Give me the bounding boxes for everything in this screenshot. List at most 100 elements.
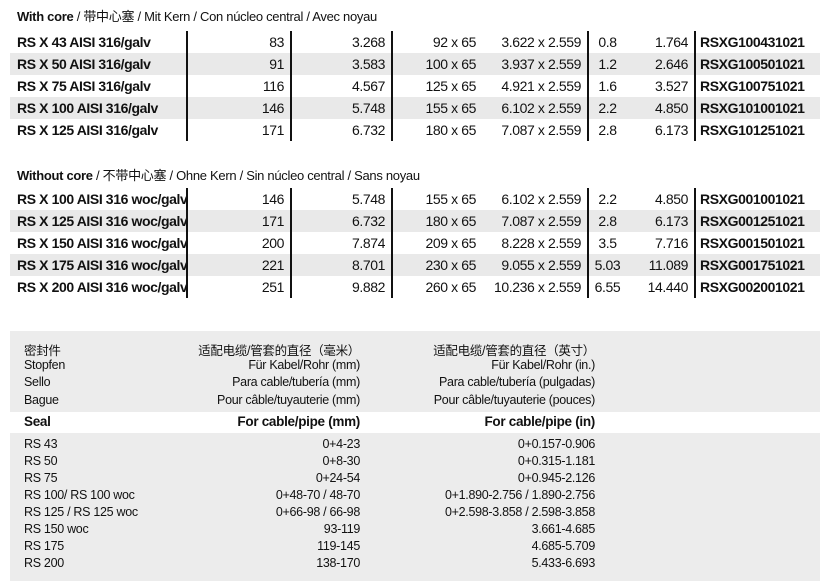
table-cell: 180 x 65 bbox=[425, 122, 476, 138]
table-cell: 6.732 bbox=[291, 210, 393, 232]
table-cell: 100 x 65 bbox=[392, 53, 482, 75]
seal-cell: Sello bbox=[24, 375, 51, 389]
seal-row: RS 125 / RS 125 woc 0+66-98 / 66-98 0+2.59… bbox=[10, 505, 820, 522]
table-cell: 3.937 x 2.559 bbox=[482, 53, 589, 75]
table-cell: 7.087 x 2.559 bbox=[482, 119, 589, 141]
product-name: RS X 100 AISI 316 woc/galv bbox=[10, 188, 188, 210]
seal-cell: RS 50 bbox=[24, 454, 58, 468]
table-cell: 6.173 bbox=[626, 119, 696, 141]
table-cell: 8.701 bbox=[291, 254, 393, 276]
table-cell: 9.882 bbox=[291, 276, 393, 298]
table-cell: 3.5 bbox=[598, 235, 617, 251]
seal-cell: 0+4-23 bbox=[322, 437, 361, 451]
table-cell: 251 bbox=[187, 276, 292, 298]
table-cell: 116 bbox=[187, 75, 292, 97]
table-cell: 7.874 bbox=[291, 232, 393, 254]
table-row: RS X 75 AISI 316/galv 116 4.567 125 x 65 4.9… bbox=[10, 75, 820, 97]
seal-cell: 119-145 bbox=[317, 539, 360, 553]
seal-cell: RS 125 / RS 125 woc bbox=[24, 505, 138, 519]
product-name: RS X 200 AISI 316 woc/galv bbox=[10, 276, 188, 298]
seal-cell: 适配电缆/管套的直径（毫米） bbox=[198, 344, 360, 358]
table-cell: 209 x 65 bbox=[425, 235, 476, 251]
seal-row: 密封件 适配电缆/管套的直径（毫米） 适配电缆/管套的直径（英寸） bbox=[10, 340, 820, 358]
seal-row: Bague Pour câble/tuyauterie (mm) Pour câbl… bbox=[10, 393, 820, 410]
table-row: RS X 43 AISI 316/galv 83 3.268 92 x 65 3.622… bbox=[10, 31, 820, 53]
seal-cell: 0+66-98 / 66-98 bbox=[275, 505, 360, 519]
seal-row: RS 50 0+8-30 0+0.315-1.181 bbox=[10, 454, 820, 471]
table-cell: 171 bbox=[187, 119, 292, 141]
table-row: RS X 125 AISI 316/galv 171 6.732 180 x 65 7.… bbox=[10, 119, 820, 141]
seal-cell: Für Kabel/Rohr (mm) bbox=[248, 357, 360, 372]
seal-cell: 0+0.315-1.181 bbox=[517, 454, 595, 468]
table-row: RS X 100 AISI 316 woc/galv 146 5.748 155 x … bbox=[10, 188, 820, 210]
seal-cell: RS 75 bbox=[24, 471, 58, 485]
table-cell: 3.583 bbox=[291, 53, 393, 75]
article-number: RSXG100751021 bbox=[700, 78, 805, 94]
article-number: RSXG001751021 bbox=[695, 254, 820, 276]
seal-cell: RS 175 bbox=[24, 539, 64, 553]
seal-cell: For cable/pipe (mm) bbox=[237, 414, 360, 429]
table-cell: 6.173 bbox=[626, 210, 696, 232]
title-bold: Without core bbox=[17, 168, 93, 183]
table-row: RS X 200 AISI 316 woc/galv 251 9.882 260 x … bbox=[10, 276, 820, 298]
table-cell: 146 bbox=[187, 97, 292, 119]
table-cell: 10.236 x 2.559 bbox=[482, 276, 589, 298]
table-cell: 2.8 bbox=[598, 122, 617, 138]
table-cell: 4.921 x 2.559 bbox=[482, 75, 589, 97]
table-cell: 171 bbox=[187, 210, 292, 232]
seal-cell: Seal bbox=[24, 414, 51, 429]
table-cell: 221 bbox=[187, 254, 292, 276]
table-cell: 200 bbox=[187, 232, 292, 254]
product-name: RS X 125 AISI 316 woc/galv bbox=[10, 210, 188, 232]
table-cell: 155 x 65 bbox=[392, 97, 482, 119]
table-cell: 5.748 bbox=[291, 188, 393, 210]
table-row: RS X 100 AISI 316/galv 146 5.748 155 x 65 6.… bbox=[10, 97, 820, 119]
seal-cell: Para cable/tubería (mm) bbox=[232, 375, 360, 389]
table-cell: 7.716 bbox=[626, 232, 696, 254]
table-cell: 125 x 65 bbox=[425, 78, 476, 94]
table-cell: 9.055 x 2.559 bbox=[482, 254, 589, 276]
seal-cell: 0+0.157-0.906 bbox=[517, 437, 595, 451]
product-name: RS X 75 AISI 316/galv bbox=[10, 75, 188, 97]
seal-row: RS 175 119-145 4.685-5.709 bbox=[10, 539, 820, 556]
table-cell: 5.748 bbox=[291, 97, 393, 119]
title-rest: / 不带中心塞 / Ohne Kern / Sin núcleo central… bbox=[92, 168, 420, 183]
table-cell: 83 bbox=[187, 31, 292, 53]
article-number: RSXG001001021 bbox=[700, 191, 805, 207]
with-core-title: With core / 带中心塞 / Mit Kern / Con núcleo… bbox=[17, 6, 377, 25]
seal-cell: 密封件 bbox=[24, 344, 61, 358]
seal-table: 密封件 适配电缆/管套的直径（毫米） 适配电缆/管套的直径（英寸） Stopfen Fü… bbox=[10, 331, 820, 581]
product-name: RS X 175 AISI 316 woc/galv bbox=[10, 254, 188, 276]
article-number: RSXG001501021 bbox=[700, 235, 805, 251]
table-cell: 11.089 bbox=[626, 254, 696, 276]
table-cell: 146 bbox=[187, 188, 292, 210]
seal-row: RS 43 0+4-23 0+0.157-0.906 bbox=[10, 437, 820, 454]
seal-cell: RS 100/ RS 100 woc bbox=[24, 488, 135, 502]
table-cell: 2.2 bbox=[588, 97, 626, 119]
title-bold: With core bbox=[17, 9, 74, 24]
product-name: RS X 50 AISI 316/galv bbox=[10, 53, 188, 75]
table-cell: 1.764 bbox=[626, 31, 696, 53]
table-cell: 260 x 65 bbox=[425, 279, 476, 295]
table-cell: 91 bbox=[187, 53, 292, 75]
seal-cell: 0+24-54 bbox=[315, 471, 360, 485]
table-cell: 4.850 bbox=[626, 188, 696, 210]
seal-row: RS 200 138-170 5.433-6.693 bbox=[10, 556, 820, 573]
table-cell: 2.8 bbox=[588, 210, 626, 232]
with-core-table: RS X 43 AISI 316/galv 83 3.268 92 x 65 3.622… bbox=[10, 31, 820, 141]
table-cell: 2.2 bbox=[598, 191, 617, 207]
table-cell: 6.102 x 2.559 bbox=[482, 188, 589, 210]
table-cell: 92 x 65 bbox=[432, 34, 477, 50]
seal-cell: 3.661-4.685 bbox=[531, 522, 596, 536]
seal-cell: 0+48-70 / 48-70 bbox=[275, 488, 360, 502]
seal-cell: 0+8-30 bbox=[322, 454, 361, 468]
article-number: RSXG002001021 bbox=[700, 279, 805, 295]
seal-cell: Stopfen bbox=[24, 357, 65, 372]
article-number: RSXG001251021 bbox=[695, 210, 820, 232]
seal-cell: RS 43 bbox=[24, 437, 58, 451]
table-cell: 3.622 x 2.559 bbox=[482, 31, 589, 53]
seal-cell: 0+2.598-3.858 / 2.598-3.858 bbox=[444, 505, 595, 519]
table-cell: 4.850 bbox=[626, 97, 696, 119]
table-cell: 0.8 bbox=[598, 34, 617, 50]
seal-cell: Para cable/tubería (pulgadas) bbox=[439, 375, 595, 389]
